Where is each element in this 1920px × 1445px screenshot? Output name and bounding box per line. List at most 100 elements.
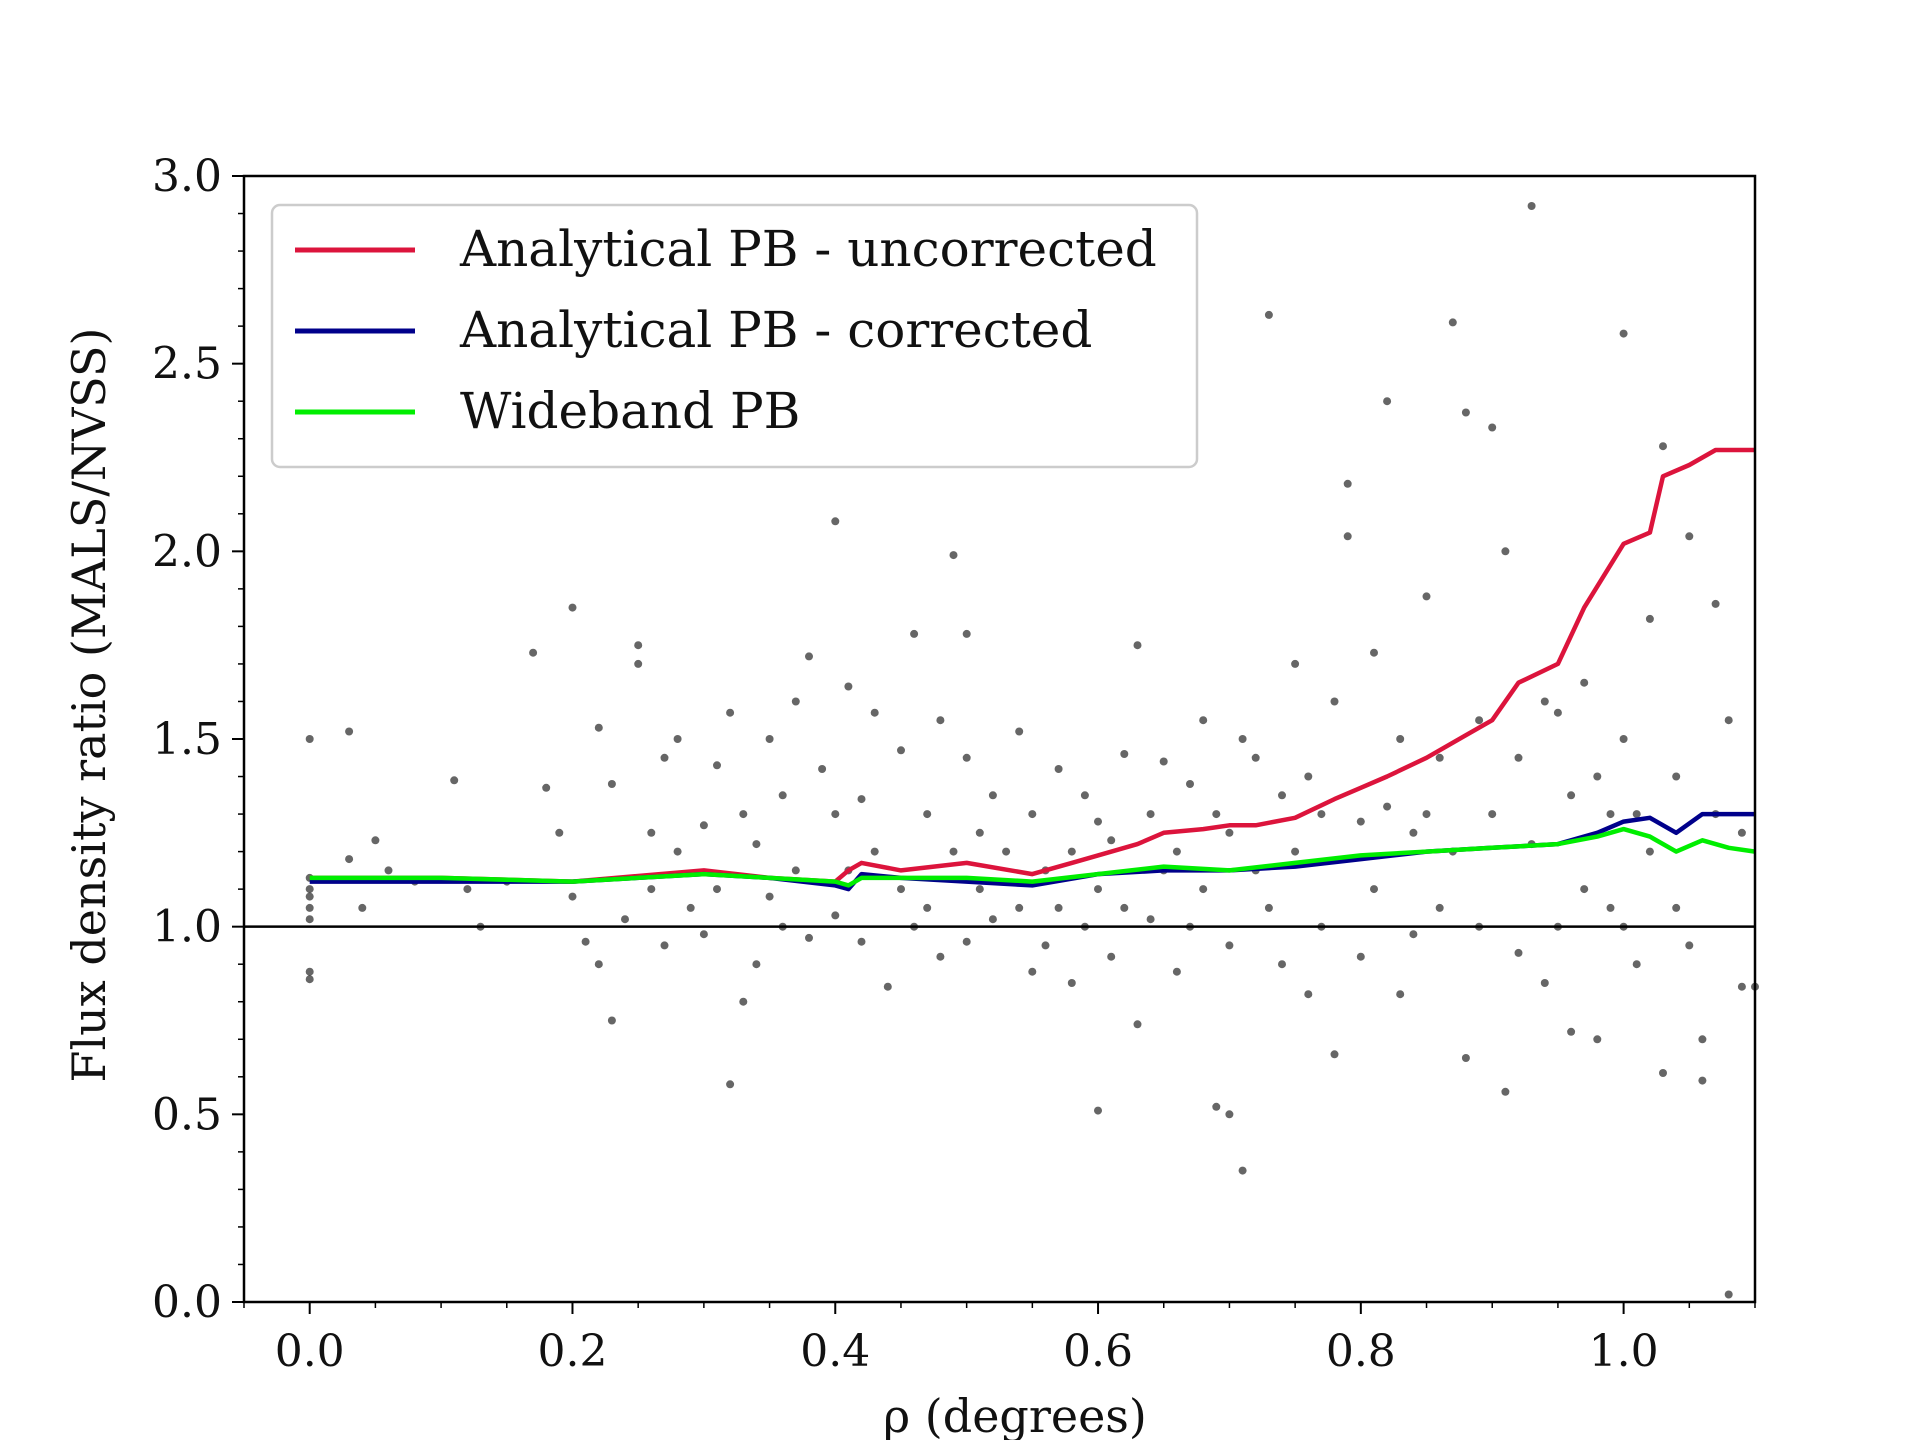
scatter-point [752, 960, 761, 969]
scatter-point [1225, 1110, 1234, 1119]
scatter-point [1514, 948, 1523, 957]
x-tick-label: 0.4 [800, 1326, 870, 1377]
scatter-point [870, 847, 879, 856]
scatter-point [607, 780, 616, 788]
scatter-point [936, 716, 945, 725]
scatter-point [1225, 828, 1234, 837]
series-line-uncorrected [309, 447, 1755, 884]
scatter-point [634, 641, 643, 650]
scatter-point [1645, 847, 1654, 856]
scatter-point [660, 753, 669, 762]
scatter-point [673, 735, 682, 743]
scatter-point [1698, 1076, 1707, 1085]
scatter-point [607, 1016, 616, 1025]
scatter-point [1146, 810, 1155, 819]
scatter-point [1317, 810, 1326, 819]
x-tick-label: 0.0 [275, 1326, 345, 1377]
y-tick-label: 2.5 [152, 339, 222, 390]
scatter-point [1238, 735, 1247, 743]
y-axis-ticks: 0.0 0.5 1.0 1.5 2.0 2.5 3.0 [152, 151, 244, 1328]
scatter-point [699, 930, 708, 939]
scatter-point [883, 982, 892, 991]
scatter-point [1567, 1027, 1576, 1036]
scatter-point [1107, 952, 1116, 961]
scatter-point [555, 828, 564, 837]
scatter-point [1737, 982, 1746, 991]
scatter-point [1672, 772, 1681, 781]
scatter-point [1475, 716, 1484, 725]
scatter-point [1264, 903, 1273, 912]
x-axis-ticks: 0.0 0.2 0.4 0.6 0.8 1.0 [243, 1302, 1756, 1377]
y-tick-label: 3.0 [152, 151, 222, 202]
scatter-point [936, 952, 945, 961]
y-tick-label: 1.5 [152, 714, 222, 765]
y-tick-label: 2.0 [152, 526, 222, 577]
scatter-point [1107, 836, 1116, 845]
scatter-point [647, 885, 656, 894]
scatter-point [1343, 479, 1352, 488]
legend: Analytical PB - uncorrected Analytical P… [270, 203, 1199, 469]
scatter-point [739, 997, 748, 1006]
scatter-point [1015, 727, 1024, 736]
scatter-point [988, 791, 997, 800]
x-tick-label: 0.8 [1326, 1326, 1396, 1377]
scatter-point [581, 937, 590, 946]
scatter-point [1461, 408, 1470, 417]
y-tick-label: 0.0 [152, 1277, 222, 1328]
scatter-point [1409, 930, 1418, 939]
scatter-point [1212, 1102, 1221, 1111]
scatter-point [1002, 847, 1011, 856]
scatter-point [1488, 810, 1497, 819]
scatter-point [765, 892, 774, 901]
scatter-point [384, 866, 393, 875]
scatter-point [1356, 817, 1365, 826]
scatter-point [1054, 765, 1063, 773]
scatter-point [1278, 960, 1286, 969]
scatter-point [1251, 753, 1260, 762]
scatter-point [1606, 903, 1615, 912]
scatter-point [699, 821, 708, 830]
scatter-point [1724, 716, 1733, 725]
scatter-point [1370, 648, 1378, 657]
scatter-point [1659, 442, 1667, 451]
scatter-point [1632, 960, 1641, 969]
scatter-point [1488, 423, 1497, 432]
scatter-point [1724, 1290, 1733, 1299]
scatter-point [1567, 791, 1576, 800]
scatter-point [673, 847, 682, 856]
scatter-point [713, 761, 721, 770]
scatter-point [1396, 735, 1405, 743]
scatter-point [778, 791, 787, 800]
scatter-point [1553, 708, 1562, 717]
scatter-point [1094, 817, 1102, 826]
scatter-point [305, 975, 314, 984]
scatter-point [975, 828, 984, 837]
scatter-point [1527, 202, 1536, 210]
scatter-point [949, 551, 958, 560]
scatter-point [726, 708, 735, 717]
scatter-point [818, 765, 827, 773]
scatter-point [634, 659, 643, 668]
scatter-point [739, 810, 748, 819]
scatter-point [1067, 847, 1076, 856]
scatter-point [1028, 810, 1037, 819]
scatter-point [1593, 772, 1602, 781]
scatter-point [1461, 1054, 1470, 1062]
scatter-point [345, 855, 354, 864]
scatter-point [1501, 547, 1510, 556]
scatter-point [1659, 1069, 1667, 1077]
scatter-point [1172, 967, 1181, 976]
scatter-point [765, 735, 774, 743]
scatter-point [1172, 847, 1181, 856]
scatter-point [1422, 592, 1431, 601]
scatter-point [529, 648, 538, 657]
scatter-point [1383, 397, 1392, 406]
scatter-point [923, 810, 932, 819]
scatter-point [1015, 903, 1024, 912]
scatter-point [1186, 780, 1194, 788]
scatter-point [305, 885, 314, 894]
y-tick-label: 1.0 [152, 902, 222, 953]
scatter-point [949, 847, 958, 856]
scatter-point [1593, 1035, 1602, 1044]
